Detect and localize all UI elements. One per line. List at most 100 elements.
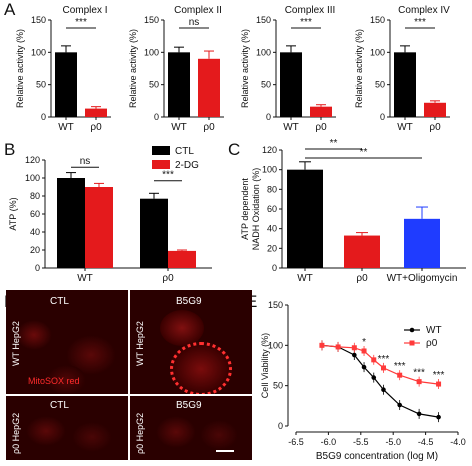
y-tick-label: 80 [267,184,277,194]
significance-label: *** [75,17,87,28]
y-tick-label: 60 [267,204,277,214]
data-point [416,379,422,385]
bar [57,178,85,268]
legend-label: CTL [175,146,194,157]
y-tick-label: 50 [261,80,271,90]
data-point [436,414,441,420]
x-tick-label: ρ0 [315,122,327,133]
x-tick-label: WT [171,122,187,133]
data-point [371,375,377,380]
bar [198,58,220,117]
x-tick-label: ρ0 [203,122,215,133]
x-tick-label: -4.5 [418,437,434,447]
y-tick-label: 40 [267,224,277,234]
y-tick-label: 80 [30,191,40,201]
micrograph-wt-ctl: CTL WT HepG2 MitoSOX red [6,290,128,394]
micrograph-row-label: WT HepG2 [11,321,21,366]
y-axis-label: ATP dependent [240,178,250,240]
bar [140,198,168,268]
significance-label: *** [378,354,390,365]
bar [55,52,77,118]
x-tick-label: ρ0 [356,273,368,284]
y-tick-label: 50 [149,80,159,90]
data-point [361,348,367,354]
y-tick-label: 0 [380,112,385,122]
x-tick-label: -6.0 [321,437,337,447]
data-point [397,402,402,408]
bar [280,52,302,118]
data-point [319,342,325,348]
chart-title: Complex IV [398,5,450,16]
y-tick-label: 150 [31,15,46,25]
y-tick-label: 0 [41,112,46,122]
significance-label: *** [433,370,445,381]
micrograph-row-label: ρ0 HepG2 [11,412,21,454]
significance-label: *** [162,170,174,181]
micrograph-rho-b5g9: B5G9 ρ0 HepG2 [130,396,252,460]
y-tick-label: 0 [35,263,40,273]
y-tick-label: 150 [268,300,283,310]
y-tick-label: 100 [370,47,385,57]
x-tick-label: -4.0 [450,437,466,447]
y-tick-label: 60 [30,209,40,219]
bar [168,250,196,268]
x-tick-label: -6.5 [288,437,304,447]
legend-marker [409,327,415,333]
significance-label: ns [189,17,200,28]
micrograph-col-label: CTL [50,400,69,411]
bar [344,235,380,268]
y-tick-label: 150 [144,15,159,25]
y-axis-label: NADH Oxidation (%) [251,168,261,251]
x-tick-label: WT [58,122,74,133]
bar [287,169,323,268]
bar [394,52,416,118]
significance-label: ** [360,147,368,158]
micrograph-row-label: WT HepG2 [135,321,145,366]
significance-label: *** [394,361,406,372]
bar [310,106,332,117]
data-point [436,381,442,387]
y-tick-label: 50 [375,80,385,90]
micrograph-row-label: ρ0 HepG2 [135,412,145,454]
x-tick-label: WT [283,122,299,133]
x-axis-label: B5G9 concentration (log M) [316,451,438,462]
legend-marker [409,340,415,346]
legend-label: WT [426,325,442,336]
y-tick-label: 50 [273,381,283,391]
significance-label: ** [330,138,338,149]
micrograph-grid: CTL WT HepG2 MitoSOX red B5G9 WT HepG2 C… [6,290,264,460]
y-tick-label: 100 [25,173,40,183]
significance-label: * [362,337,366,348]
significance-label: *** [414,17,426,28]
y-tick-label: 0 [154,112,159,122]
micrograph-col-label: CTL [50,296,69,307]
chart-title: Complex II [174,5,222,16]
x-tick-label: WT [297,273,313,284]
data-point [397,372,403,378]
micrograph-wt-b5g9: B5G9 WT HepG2 [130,290,252,394]
y-axis-label: Relative activity (%) [240,29,250,108]
y-tick-label: 150 [370,15,385,25]
y-tick-label: 100 [268,340,283,350]
scale-bar [216,450,234,452]
y-tick-label: 120 [262,145,277,155]
y-tick-label: 100 [31,47,46,57]
data-point [371,357,377,363]
x-tick-label: ρ0 [90,122,102,133]
y-axis-label: ATP (%) [8,197,18,230]
y-tick-label: 0 [266,112,271,122]
micrograph-col-label: B5G9 [176,296,202,307]
x-tick-label: ρ0 [429,122,441,133]
legend-swatch [152,146,170,155]
bar [85,187,113,268]
panel-letter-b: B [4,140,16,159]
y-tick-label: 0 [272,263,277,273]
chart-title: Complex III [285,5,336,16]
bar [85,108,107,117]
x-tick-label: WT+Oligomycin [387,273,458,284]
legend-label: ρ0 [426,338,438,349]
y-tick-label: 120 [25,155,40,165]
significance-label: *** [300,17,312,28]
y-tick-label: 50 [36,80,46,90]
